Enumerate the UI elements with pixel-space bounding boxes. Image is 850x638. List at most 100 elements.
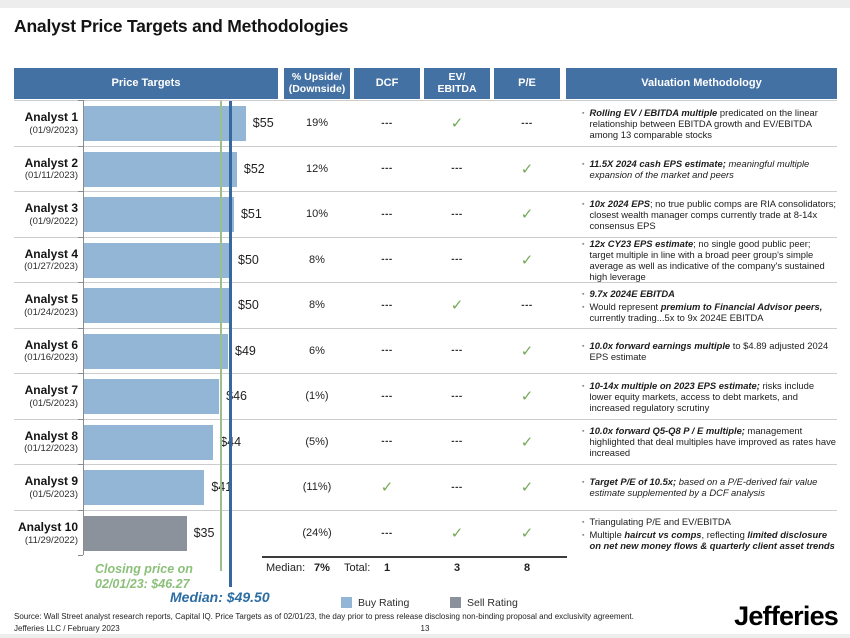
pe-cell: ✓ bbox=[492, 147, 562, 192]
column-header-ev-ebitda: EV/ EBITDA bbox=[424, 68, 490, 99]
text-segment: 10.0x forward earnings multiple bbox=[589, 339, 731, 351]
dash-mark: --- bbox=[451, 163, 463, 175]
analyst-date: (01/5/2023) bbox=[29, 397, 78, 409]
analyst-label: Analyst 8 (01/12/2023) bbox=[14, 420, 78, 465]
bullet-marker-icon: ▪ bbox=[582, 479, 585, 487]
pe-cell: ✓ bbox=[492, 511, 562, 557]
dcf-cell: --- bbox=[352, 101, 422, 146]
bullet-marker-icon: ▪ bbox=[582, 428, 585, 436]
methodology-bullet: ▪ Would represent premium to Financial Ad… bbox=[576, 301, 837, 323]
dash-mark: --- bbox=[381, 254, 393, 266]
methodology-bullet: ▪ 12x CY23 EPS estimate; no single good p… bbox=[576, 238, 837, 282]
price-target-bar bbox=[83, 197, 234, 232]
axis-tick bbox=[78, 327, 83, 329]
analyst-name: Analyst 5 bbox=[24, 292, 78, 306]
column-header-dcf: DCF bbox=[354, 68, 420, 99]
methodology-bullet: ▪ 9.7x 2024E EBITDA bbox=[576, 288, 837, 300]
source-note: Source: Wall Street analyst research rep… bbox=[14, 612, 634, 621]
price-target-value: $55 bbox=[252, 116, 274, 130]
price-target-value: $49 bbox=[235, 343, 256, 358]
column-header-pe: P/E bbox=[494, 68, 560, 99]
analyst-name: Analyst 6 bbox=[24, 337, 78, 352]
dcf-cell: ✓ bbox=[352, 465, 422, 510]
bullet-text: Target P/E of 10.5x; based on a P/E-deri… bbox=[589, 476, 837, 498]
axis-tick bbox=[78, 464, 83, 465]
text-segment: 12x CY23 EPS estimate bbox=[589, 237, 694, 249]
analyst-label: Analyst 5 (01/24/2023) bbox=[14, 283, 78, 328]
ev-cell: --- bbox=[422, 465, 492, 510]
price-target-bar bbox=[83, 379, 220, 414]
analyst-row: Analyst 9(01/5/2023)$41(11%)✓---✓▪Target… bbox=[14, 465, 837, 511]
page-title: Analyst Price Targets and Methodologies bbox=[14, 16, 349, 36]
analyst-row: Analyst 5 (01/24/2023) $50 8% --- ✓ --- ▪ 9.7x 2… bbox=[14, 283, 837, 329]
analyst-date: (01/9/2022) bbox=[29, 215, 78, 227]
analyst-name: Analyst 7 bbox=[24, 383, 78, 397]
analyst-label: Analyst 6 (01/16/2023) bbox=[14, 329, 78, 374]
summary-divider-line bbox=[262, 556, 567, 558]
upside-value: 19% bbox=[305, 117, 329, 130]
bullet-marker-icon: ▪ bbox=[582, 240, 585, 248]
dash-mark: --- bbox=[381, 117, 393, 129]
upside-value: 8% bbox=[309, 253, 325, 266]
footer-entity: Jefferies LLC / February 2023 bbox=[14, 624, 120, 633]
methodology-cell: ▪ Target P/E of 10.5x; based on a P/E-der… bbox=[576, 465, 837, 510]
dash-mark: --- bbox=[381, 163, 393, 175]
dcf-cell: --- bbox=[352, 420, 422, 465]
bullet-marker-icon: ▪ bbox=[582, 303, 585, 311]
dcf-cell: --- bbox=[352, 238, 422, 283]
bullet-marker-icon: ▪ bbox=[582, 290, 585, 298]
bullet-text: 10.0x forward Q5-Q8 P / E multiple; mana… bbox=[589, 425, 837, 458]
upside-value: 12% bbox=[305, 162, 329, 175]
page-number: 13 bbox=[420, 624, 430, 633]
pe-cell: --- bbox=[492, 283, 562, 328]
pe-cell: ✓ bbox=[492, 238, 562, 283]
price-target-value: $50 bbox=[238, 252, 259, 267]
methodology-bullet: ▪ Target P/E of 10.5x; based on a P/E-der… bbox=[576, 476, 837, 498]
dash-mark: --- bbox=[451, 208, 463, 220]
axis-tick bbox=[78, 236, 83, 238]
bullet-marker-icon: ▪ bbox=[582, 200, 585, 208]
dash-mark: --- bbox=[521, 117, 533, 129]
ev-cell: ✓ bbox=[422, 511, 492, 557]
analyst-date: (01/27/2023) bbox=[24, 261, 78, 272]
axis-tick bbox=[78, 509, 83, 511]
dcf-cell: --- bbox=[352, 329, 422, 374]
closing-price-annotation: Closing price on 02/01/23: $46.27 bbox=[95, 562, 193, 591]
analyst-label: Analyst 3 (01/9/2022) bbox=[14, 192, 78, 237]
check-icon: ✓ bbox=[450, 297, 464, 315]
bullet-text: Rolling EV / EBITDA multiple predicated … bbox=[589, 107, 837, 140]
upside-value: 8% bbox=[309, 299, 325, 312]
price-target-bar bbox=[83, 242, 231, 278]
text-segment: 10-14x multiple on 2023 EPS estimate; bbox=[589, 379, 760, 391]
dash-mark: --- bbox=[521, 299, 533, 311]
analyst-date: (11/29/2022) bbox=[24, 534, 78, 546]
bottom-edge-strip bbox=[0, 634, 850, 638]
bullet-marker-icon: ▪ bbox=[582, 382, 585, 390]
dcf-cell: --- bbox=[352, 511, 422, 557]
axis-tick bbox=[78, 418, 83, 420]
methodology-bullet: ▪ 11.5X 2024 cash EPS estimate; meaningfu… bbox=[576, 158, 837, 180]
upside-value: 10% bbox=[305, 208, 329, 221]
median-upside-label: Median: bbox=[266, 562, 306, 574]
text-segment: based on a P/E-derived fair value estima… bbox=[589, 476, 818, 499]
bullet-text: 10.0x forward earnings multiple to $4.89… bbox=[589, 340, 837, 362]
dash-mark: --- bbox=[381, 390, 393, 402]
axis-tick bbox=[78, 373, 83, 374]
text-segment: ; no true public comps are RIA consolida… bbox=[589, 197, 836, 231]
bullet-text: 10-14x multiple on 2023 EPS estimate; ri… bbox=[589, 380, 837, 413]
ev-cell: ✓ bbox=[422, 101, 492, 146]
axis-tick bbox=[78, 282, 83, 283]
analyst-date: (01/11/2023) bbox=[24, 170, 78, 181]
dash-mark: --- bbox=[381, 208, 393, 220]
methodology-cell: ▪ Rolling EV / EBITDA multiple predicated… bbox=[576, 101, 837, 146]
analyst-label: Analyst 7 (01/5/2023) bbox=[14, 374, 78, 419]
pe-cell: ✓ bbox=[492, 192, 562, 237]
dash-mark: --- bbox=[381, 345, 393, 357]
analyst-name: Analyst 1 bbox=[24, 110, 78, 124]
dash-mark: --- bbox=[451, 254, 463, 266]
total-label: Total: bbox=[344, 562, 371, 574]
ev-cell: --- bbox=[422, 420, 492, 465]
ev-cell: ✓ bbox=[422, 283, 492, 328]
bullet-text: 9.7x 2024E EBITDA bbox=[589, 288, 837, 300]
bullet-marker-icon: ▪ bbox=[582, 531, 585, 539]
